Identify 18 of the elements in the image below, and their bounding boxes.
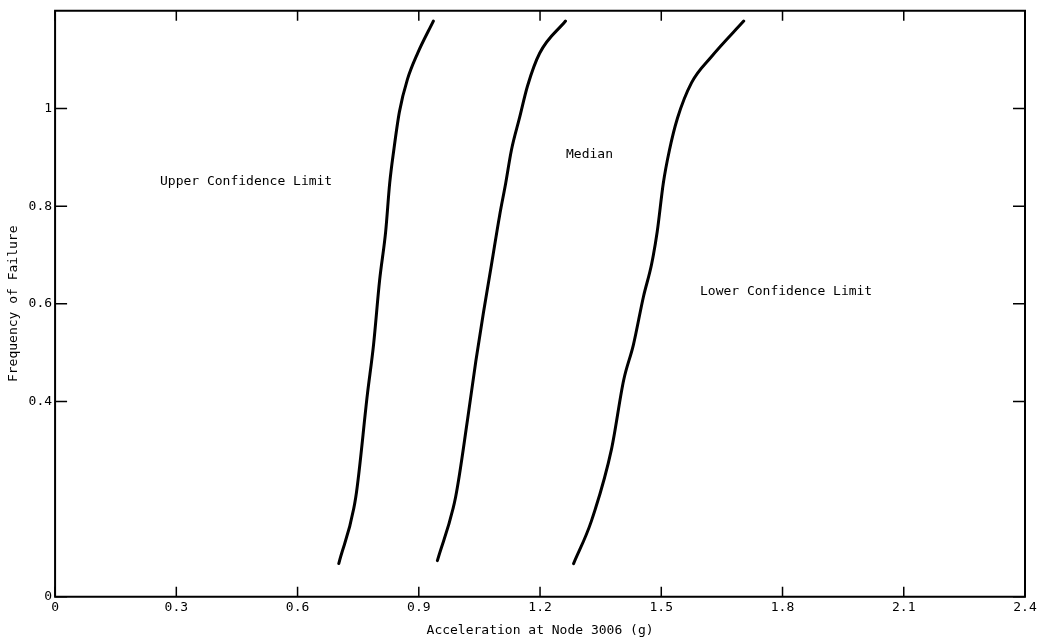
y-axis-title: Frequency of Failure [5, 225, 21, 383]
x-tick-label: 2.1 [892, 598, 916, 614]
y-tick-label: 1 [44, 99, 53, 115]
y-tick-label: 0.8 [28, 197, 53, 213]
annotation: Median [566, 146, 613, 161]
x-tick-label: 2.4 [1013, 598, 1037, 614]
x-tick-label: 0.3 [164, 598, 189, 614]
x-tick-label: 1.2 [528, 598, 552, 614]
y-tick-label: 0 [44, 588, 53, 604]
annotation: Lower Confidence Limit [700, 283, 873, 298]
x-tick-label: 0.6 [285, 598, 310, 614]
annotation: Upper Confidence Limit [160, 173, 333, 188]
y-tick-label: 0.6 [28, 295, 53, 311]
x-tick-label: 1.8 [770, 598, 795, 614]
x-tick-label: 0.9 [407, 598, 431, 614]
y-tick-label: 0.4 [28, 392, 53, 408]
x-axis-title: Acceleration at Node 3006 (g) [426, 621, 654, 637]
x-tick-label: 1.5 [649, 598, 674, 614]
